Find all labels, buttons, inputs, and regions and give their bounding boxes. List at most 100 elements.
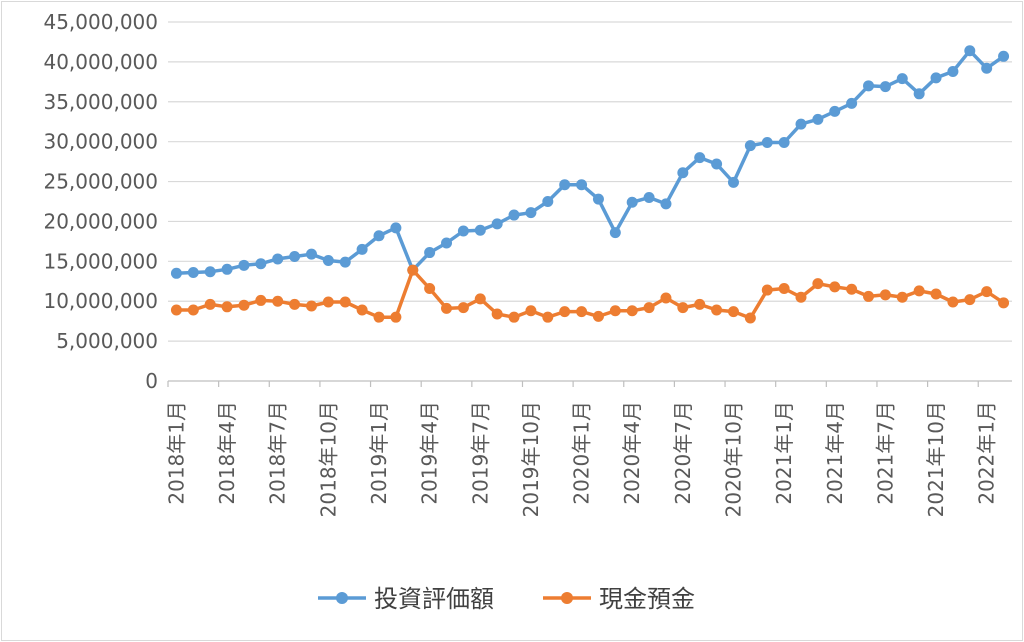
- data-point: [778, 282, 790, 294]
- data-point: [795, 291, 807, 303]
- data-point: [441, 237, 453, 249]
- data-point: [829, 281, 841, 293]
- data-point: [711, 158, 723, 170]
- data-point: [626, 196, 638, 208]
- legend: 投資評価額 現金預金: [318, 585, 695, 613]
- y-tick-label: 15,000,000: [43, 249, 158, 273]
- x-tick-label: 2019年7月: [468, 401, 492, 505]
- data-point: [407, 264, 419, 276]
- data-point: [542, 311, 554, 323]
- x-tick-label: 2018年4月: [215, 401, 239, 505]
- data-point: [626, 305, 638, 317]
- x-axis: 2018年1月 2018年4月 2018年7月 2018年10月 2019年1月 2019…: [164, 380, 1012, 517]
- data-point: [998, 297, 1010, 309]
- y-tick-label: 25,000,000: [43, 170, 158, 194]
- data-point: [289, 298, 301, 310]
- data-point: [170, 267, 182, 279]
- data-point: [187, 267, 199, 279]
- data-point: [727, 306, 739, 318]
- data-point: [947, 65, 959, 77]
- data-point: [778, 136, 790, 148]
- data-point: [508, 209, 520, 221]
- data-point: [204, 298, 216, 310]
- data-point: [964, 294, 976, 306]
- data-point: [221, 301, 233, 313]
- x-tick-label: 2019年1月: [367, 401, 391, 505]
- data-point: [727, 176, 739, 188]
- data-point: [305, 248, 317, 260]
- data-point: [508, 311, 520, 323]
- data-point: [761, 284, 773, 296]
- data-point: [170, 304, 182, 316]
- data-point: [559, 306, 571, 318]
- data-point: [272, 253, 284, 265]
- data-point: [390, 311, 402, 323]
- series-group: [170, 45, 1010, 324]
- data-point: [981, 62, 993, 74]
- data-point: [474, 224, 486, 236]
- x-tick-label: 2018年10月: [316, 401, 340, 517]
- data-point: [255, 294, 267, 306]
- data-point: [491, 308, 503, 320]
- data-point: [322, 255, 334, 267]
- data-point: [339, 256, 351, 268]
- series-1: [170, 45, 1010, 279]
- data-point: [592, 193, 604, 205]
- data-point: [424, 247, 436, 259]
- data-point: [643, 192, 655, 204]
- x-tick-label: 2018年1月: [164, 401, 188, 505]
- data-point: [829, 105, 841, 117]
- data-point: [441, 302, 453, 314]
- data-point: [643, 302, 655, 314]
- y-tick-label: 20,000,000: [43, 209, 158, 233]
- x-tick-label: 2020年4月: [620, 401, 644, 505]
- data-point: [491, 218, 503, 230]
- data-point: [542, 196, 554, 207]
- data-point: [930, 72, 942, 84]
- data-point: [339, 296, 351, 308]
- data-point: [964, 45, 976, 57]
- data-point: [930, 288, 942, 300]
- legend-swatch-marker: [561, 592, 573, 604]
- x-tick-label: 2020年7月: [671, 401, 695, 505]
- data-point: [981, 286, 993, 298]
- data-point: [390, 222, 402, 234]
- data-point: [592, 310, 604, 322]
- data-point: [221, 263, 233, 275]
- data-point: [660, 198, 672, 210]
- data-point: [694, 152, 706, 164]
- data-point: [879, 81, 891, 93]
- data-point: [795, 118, 807, 130]
- data-point: [305, 300, 317, 312]
- data-point: [677, 167, 689, 179]
- data-point: [947, 296, 959, 308]
- data-point: [660, 292, 672, 304]
- legend-item-1: 投資評価額: [318, 585, 494, 613]
- data-point: [609, 305, 621, 317]
- x-tick-label: 2021年7月: [873, 401, 897, 505]
- data-point: [863, 80, 875, 92]
- data-point: [576, 179, 588, 191]
- data-point: [812, 278, 824, 290]
- data-point: [204, 266, 216, 278]
- y-tick-label: 0: [145, 369, 158, 393]
- data-point: [576, 306, 588, 318]
- data-point: [238, 259, 250, 271]
- data-point: [289, 251, 301, 263]
- data-point: [356, 243, 368, 255]
- data-point: [457, 302, 469, 314]
- data-point: [846, 97, 858, 109]
- x-tick-label: 2021年10月: [924, 401, 948, 517]
- legend-label: 現金預金: [599, 585, 695, 613]
- data-point: [238, 299, 250, 311]
- data-point: [896, 73, 908, 85]
- data-point: [744, 312, 756, 324]
- data-point: [356, 304, 368, 316]
- data-point: [863, 290, 875, 302]
- y-tick-label: 45,000,000: [43, 10, 158, 34]
- y-tick-label: 10,000,000: [43, 289, 158, 313]
- x-tick-label: 2021年4月: [823, 401, 847, 505]
- x-tick-label: 2020年1月: [570, 401, 594, 505]
- y-tick-label: 30,000,000: [43, 130, 158, 154]
- gridlines: [168, 21, 1012, 342]
